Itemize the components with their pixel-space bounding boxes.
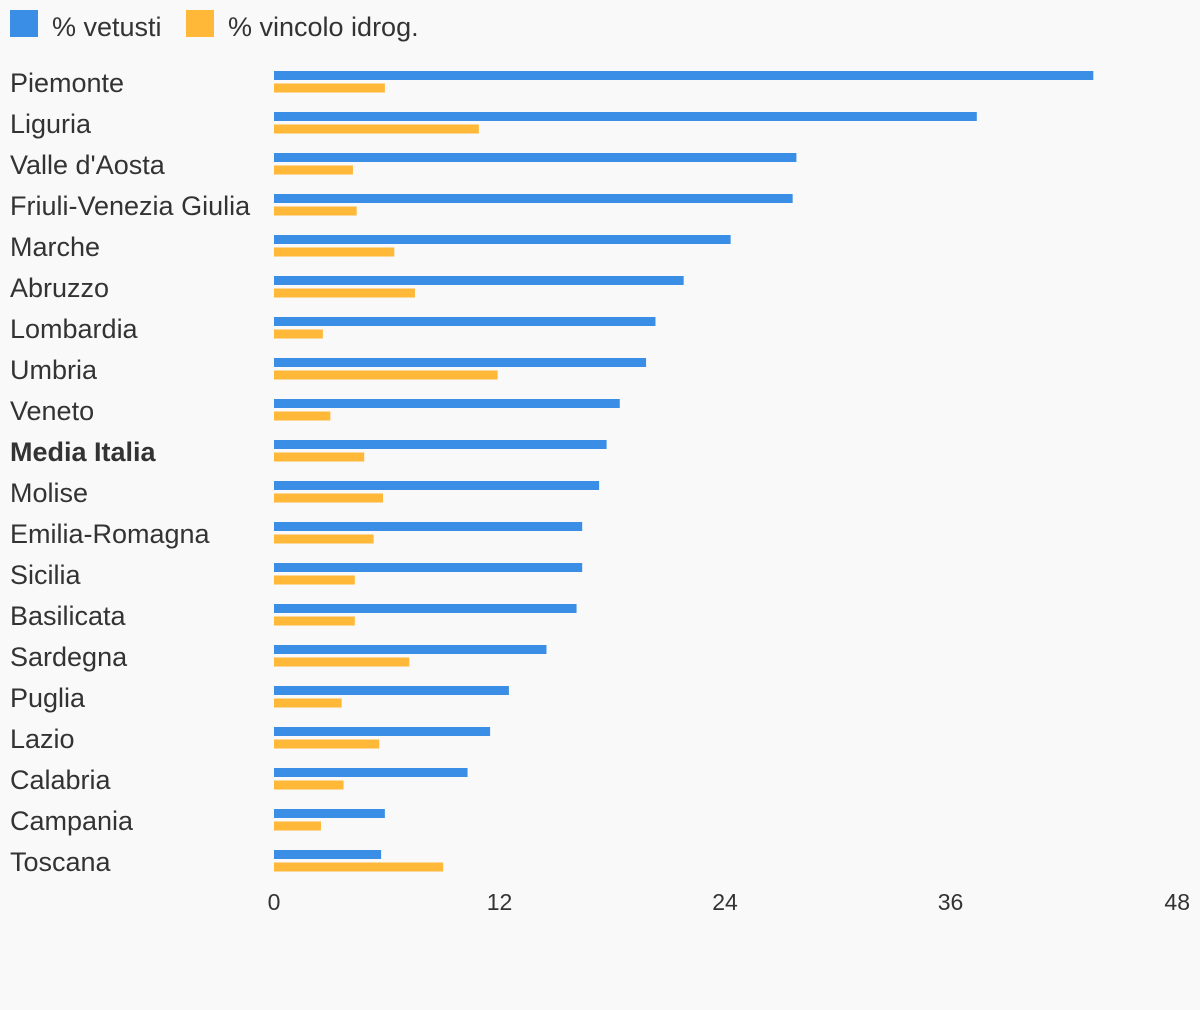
bar-vincolo-umbria bbox=[274, 370, 498, 380]
bar-vetusti-veneto bbox=[274, 399, 620, 408]
x-tick-label-12: 12 bbox=[487, 889, 513, 915]
bar-vincolo-media-italia bbox=[274, 452, 365, 462]
bar-vincolo-liguria bbox=[274, 124, 479, 134]
bar-vetusti-emilia-romagna bbox=[274, 522, 583, 531]
bar-vetusti-valle-d-aosta bbox=[274, 153, 797, 162]
legend-label-vetusti: % vetusti bbox=[52, 12, 162, 42]
category-label-media-italia: Media Italia bbox=[10, 437, 157, 467]
x-axis-ticks: 0 12 24 36 48 bbox=[268, 889, 1190, 915]
bar-vincolo-veneto bbox=[274, 411, 331, 421]
x-tick-label-48: 48 bbox=[1164, 889, 1190, 915]
bar-vetusti-umbria bbox=[274, 358, 647, 367]
category-label-campania: Campania bbox=[10, 806, 134, 836]
bar-vetusti-friuli-venezia-giulia bbox=[274, 194, 793, 203]
bar-vincolo-sicilia bbox=[274, 575, 355, 585]
bar-vetusti-sicilia bbox=[274, 563, 583, 572]
bar-vetusti-lazio bbox=[274, 727, 491, 736]
chart-legend: % vetusti % vincolo idrog. bbox=[10, 10, 419, 42]
bar-vetusti-molise bbox=[274, 481, 600, 490]
bar-vincolo-emilia-romagna bbox=[274, 534, 374, 544]
bar-vincolo-lombardia bbox=[274, 329, 323, 339]
category-label-friuli-venezia-giulia: Friuli-Venezia Giulia bbox=[10, 191, 251, 221]
bar-vincolo-abruzzo bbox=[274, 288, 415, 298]
bar-vetusti-media-italia bbox=[274, 440, 607, 449]
category-label-umbria: Umbria bbox=[10, 355, 98, 385]
bar-vetusti-marche bbox=[274, 235, 731, 244]
legend-label-vincolo: % vincolo idrog. bbox=[228, 12, 419, 42]
bar-vetusti-sardegna bbox=[274, 645, 547, 654]
bar-vincolo-toscana bbox=[274, 862, 444, 872]
bar-vincolo-valle-d-aosta bbox=[274, 165, 353, 175]
category-label-abruzzo: Abruzzo bbox=[10, 273, 109, 303]
legend-swatch-vetusti bbox=[10, 10, 38, 37]
bar-vincolo-lazio bbox=[274, 739, 380, 749]
category-label-liguria: Liguria bbox=[10, 109, 92, 139]
bar-vetusti-lombardia bbox=[274, 317, 656, 326]
bar-vincolo-sardegna bbox=[274, 657, 410, 667]
category-label-sicilia: Sicilia bbox=[10, 560, 82, 590]
bar-vincolo-calabria bbox=[274, 780, 344, 790]
category-label-marche: Marche bbox=[10, 232, 100, 262]
category-label-basilicata: Basilicata bbox=[10, 601, 127, 631]
bar-vetusti-piemonte bbox=[274, 71, 1094, 80]
bar-vetusti-calabria bbox=[274, 768, 468, 777]
x-tick-label-0: 0 bbox=[268, 889, 281, 915]
bar-vincolo-campania bbox=[274, 821, 321, 831]
category-label-piemonte: Piemonte bbox=[10, 68, 124, 98]
bar-vincolo-molise bbox=[274, 493, 383, 503]
bar-vetusti-puglia bbox=[274, 686, 509, 695]
bars bbox=[274, 71, 1094, 872]
bar-vincolo-basilicata bbox=[274, 616, 355, 626]
x-tick-label-36: 36 bbox=[938, 889, 964, 915]
category-label-lombardia: Lombardia bbox=[10, 314, 139, 344]
bar-vincolo-puglia bbox=[274, 698, 342, 708]
bar-vincolo-piemonte bbox=[274, 83, 385, 93]
category-label-puglia: Puglia bbox=[10, 683, 86, 713]
category-label-calabria: Calabria bbox=[10, 765, 112, 795]
category-label-valle-d-aosta: Valle d'Aosta bbox=[10, 150, 166, 180]
category-label-sardegna: Sardegna bbox=[10, 642, 128, 672]
category-label-molise: Molise bbox=[10, 478, 88, 508]
category-label-lazio: Lazio bbox=[10, 724, 75, 754]
bar-vincolo-marche bbox=[274, 247, 395, 257]
x-tick-label-24: 24 bbox=[712, 889, 738, 915]
category-label-toscana: Toscana bbox=[10, 847, 112, 877]
bar-vetusti-abruzzo bbox=[274, 276, 684, 285]
category-label-emilia-romagna: Emilia-Romagna bbox=[10, 519, 211, 549]
bar-vetusti-campania bbox=[274, 809, 385, 818]
bar-vincolo-friuli-venezia-giulia bbox=[274, 206, 357, 216]
bar-vetusti-liguria bbox=[274, 112, 977, 121]
legend-swatch-vincolo bbox=[186, 10, 214, 37]
category-labels: Piemonte Liguria Valle d'Aosta Friuli-Venez… bbox=[10, 68, 251, 877]
bar-vetusti-toscana bbox=[274, 850, 382, 859]
bar-vetusti-basilicata bbox=[274, 604, 577, 613]
category-label-veneto: Veneto bbox=[10, 396, 94, 426]
